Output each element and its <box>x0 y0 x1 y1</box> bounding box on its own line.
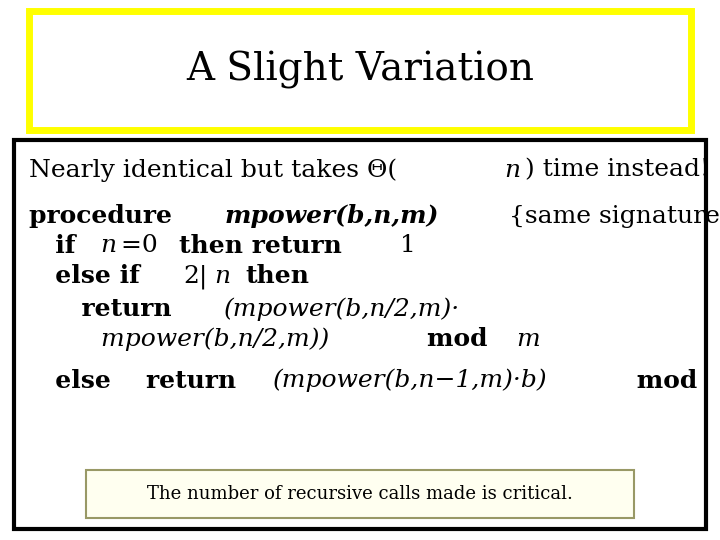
Text: then return: then return <box>179 234 350 258</box>
Text: n: n <box>215 265 230 288</box>
Text: n: n <box>100 234 116 257</box>
Text: {same signature}: {same signature} <box>501 205 720 227</box>
Text: mod: mod <box>628 369 706 393</box>
Text: return: return <box>145 369 245 393</box>
Text: else if: else if <box>29 265 148 288</box>
Text: return: return <box>29 297 180 321</box>
Text: The number of recursive calls made is critical.: The number of recursive calls made is cr… <box>147 485 573 503</box>
FancyBboxPatch shape <box>14 140 706 529</box>
Text: else: else <box>29 369 120 393</box>
Text: mpower(b,n,m): mpower(b,n,m) <box>225 204 439 228</box>
Text: then: then <box>246 265 310 288</box>
Text: (mpower(b,n−1,m)·b): (mpower(b,n−1,m)·b) <box>274 369 548 393</box>
FancyBboxPatch shape <box>86 470 634 518</box>
Text: 2|: 2| <box>183 264 207 289</box>
Text: Nearly identical but takes Θ(: Nearly identical but takes Θ( <box>29 158 397 182</box>
Text: =0: =0 <box>121 234 166 257</box>
Text: A Slight Variation: A Slight Variation <box>186 51 534 89</box>
Text: (mpower(b,n/2,m)·: (mpower(b,n/2,m)· <box>224 297 460 321</box>
Text: procedure: procedure <box>29 204 181 228</box>
Text: n: n <box>504 159 520 181</box>
Text: mpower(b,n/2,m)): mpower(b,n/2,m)) <box>29 327 337 351</box>
Text: 1: 1 <box>400 234 416 257</box>
Text: m: m <box>516 328 540 350</box>
Text: ) time instead!: ) time instead! <box>525 159 710 181</box>
Text: mod: mod <box>426 327 496 351</box>
Text: if: if <box>29 234 84 258</box>
FancyBboxPatch shape <box>29 11 691 130</box>
